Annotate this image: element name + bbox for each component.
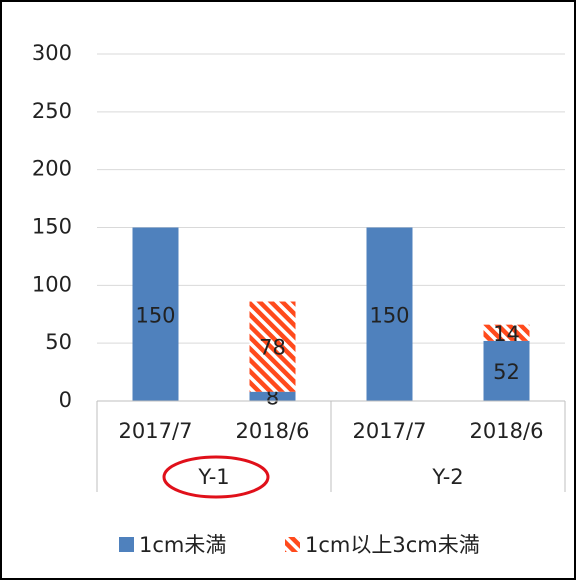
- highlight-ellipse: [162, 455, 270, 499]
- data-label: 14: [493, 322, 520, 346]
- y-tick-label: 50: [45, 330, 72, 354]
- legend-swatch: [119, 537, 134, 552]
- data-label: 150: [369, 303, 409, 327]
- bar-segment: [132, 227, 179, 401]
- x-tick-label: 2017/7: [353, 419, 427, 443]
- group-label: Y-2: [431, 465, 463, 489]
- legend-swatch: [285, 537, 300, 552]
- data-label: 150: [135, 303, 175, 327]
- bar-segment: [483, 340, 530, 401]
- bar-segment: [249, 301, 296, 392]
- y-tick-label: 200: [32, 157, 72, 181]
- group-label: Y-1: [197, 465, 229, 489]
- y-tick-label: 0: [59, 388, 72, 412]
- bar-segment: [366, 227, 413, 401]
- y-tick-label: 100: [32, 272, 72, 296]
- y-tick-label: 300: [32, 41, 72, 65]
- bar-segment: [249, 391, 296, 401]
- legend-label: 1cm以上3cm未満: [305, 533, 480, 557]
- x-tick-label: 2017/7: [119, 419, 193, 443]
- data-label: 52: [493, 360, 520, 384]
- x-tick-label: 2018/6: [470, 419, 544, 443]
- bar-segment: [483, 324, 530, 341]
- x-tick-label: 2018/6: [236, 419, 310, 443]
- y-tick-label: 150: [32, 215, 72, 239]
- legend-label: 1cm未満: [139, 533, 226, 557]
- y-tick-label: 250: [32, 99, 72, 123]
- data-label: 78: [259, 336, 286, 360]
